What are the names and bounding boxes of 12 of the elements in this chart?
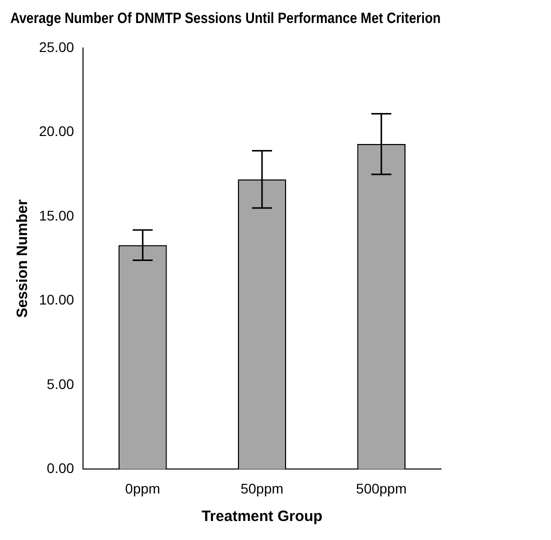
x-tick-label: 0ppm [125, 480, 160, 496]
x-tick-label: 500ppm [356, 480, 407, 496]
y-tick-label: 0.00 [46, 460, 74, 476]
y-tick-label: 25.00 [38, 38, 74, 55]
y-axis-title: Session Number [14, 199, 32, 318]
y-tick-label: 10.00 [38, 292, 74, 308]
y-tick-label: 15.00 [38, 207, 74, 224]
y-tick-label: 20.00 [38, 123, 74, 140]
x-axis-title: Treatment Group [202, 508, 322, 526]
y-tick-label: 5.00 [46, 376, 74, 392]
chart-title: Average Number Of DNMTP Sessions Until Performance Met Criterion [10, 9, 441, 26]
x-tick-label: 50ppm [240, 480, 284, 496]
